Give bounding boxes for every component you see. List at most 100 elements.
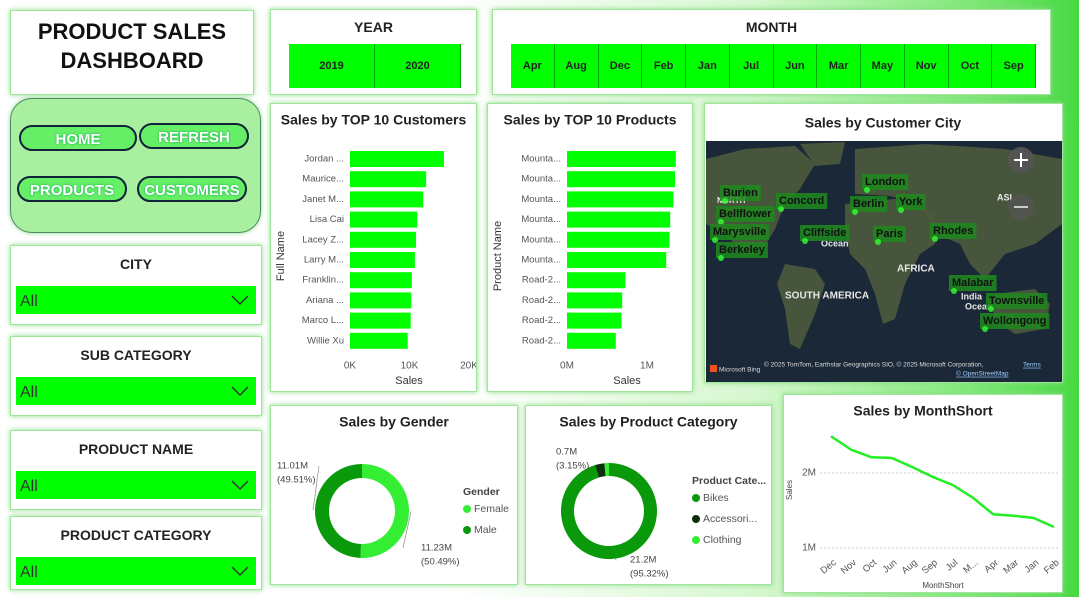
leader-line bbox=[614, 557, 617, 561]
city-label: Berlin bbox=[853, 198, 884, 210]
leader-line bbox=[312, 465, 320, 511]
region-label: Ocean bbox=[821, 238, 849, 248]
year-slicer: YEAR 2019 2020 bbox=[270, 9, 477, 95]
nav-button[interactable]: PRODUCTS bbox=[17, 176, 127, 202]
legend-title: Product Cate... bbox=[692, 475, 766, 487]
bar bbox=[350, 231, 417, 248]
percent-label: (49.51%) bbox=[277, 475, 316, 486]
donut-slice bbox=[604, 463, 609, 477]
dropdown-value: All bbox=[20, 478, 38, 495]
bar bbox=[567, 332, 616, 349]
filter-title: PRODUCT CATEGORY bbox=[60, 527, 212, 543]
city-label: York bbox=[899, 196, 924, 208]
chart-title: Sales by TOP 10 Products bbox=[503, 112, 676, 128]
credit-osm: © OpenStreetMap bbox=[956, 370, 1009, 378]
y-tick-label: Road-2... bbox=[522, 315, 561, 326]
nav-button[interactable]: REFRESH bbox=[139, 123, 249, 149]
filter-panel: PRODUCT NAME All bbox=[10, 430, 262, 510]
bar bbox=[350, 211, 418, 228]
y-tick-label: Lisa Cai bbox=[310, 214, 344, 225]
dropdown[interactable]: All bbox=[16, 377, 256, 405]
percent-label: (50.49%) bbox=[421, 557, 460, 568]
chart: Sales by Gender 11.23M (50.49%) 11.01M (49.5… bbox=[277, 414, 509, 568]
month-option[interactable]: Nov bbox=[904, 44, 949, 88]
bar bbox=[350, 151, 445, 167]
x-tick-label: Nov bbox=[839, 557, 859, 576]
month-option[interactable]: Oct bbox=[948, 44, 993, 88]
chart-panel: Sales by TOP 10 Products 0M 1M Mounta... Mou… bbox=[487, 103, 693, 392]
zoom-in-icon bbox=[1014, 153, 1028, 167]
month-option[interactable]: Apr bbox=[511, 44, 555, 88]
y-tick-label: Mounta... bbox=[521, 255, 561, 266]
city-label-bg bbox=[720, 185, 761, 201]
month-option[interactable]: May bbox=[861, 44, 905, 88]
month-option[interactable]: Dec bbox=[598, 44, 643, 88]
month-option[interactable]: Mar bbox=[817, 44, 861, 88]
y-tick-label: Franklin... bbox=[302, 275, 344, 286]
x-tick-label: Jan bbox=[1022, 557, 1041, 575]
y-tick-label: Jordan ... bbox=[304, 154, 344, 165]
y-tick-label: 1M bbox=[802, 543, 816, 554]
x-tick-label: Dec bbox=[819, 557, 839, 576]
chevron-path bbox=[231, 295, 249, 306]
city-label: Malabar bbox=[952, 277, 994, 289]
region-label: India bbox=[961, 291, 983, 301]
city-label-bg bbox=[800, 225, 850, 241]
bar bbox=[567, 272, 626, 289]
value-label: 11.23M bbox=[421, 543, 452, 554]
city-label: Paris bbox=[876, 228, 903, 240]
year-option[interactable]: 2019 bbox=[289, 44, 375, 88]
city-marker bbox=[932, 236, 938, 242]
month-option[interactable]: Jan bbox=[686, 44, 730, 88]
month-option[interactable]: Aug bbox=[554, 44, 599, 88]
value-label: 0.7M bbox=[556, 447, 577, 458]
dropdown[interactable]: All bbox=[16, 557, 256, 585]
x-tick-label: Oct bbox=[861, 557, 880, 575]
year-option[interactable]: 2020 bbox=[375, 44, 461, 88]
filter-panel: CITY All bbox=[10, 245, 262, 325]
chart-title: Sales by TOP 10 Customers bbox=[281, 112, 467, 128]
city-label: Wollongong bbox=[983, 315, 1046, 327]
bar bbox=[567, 252, 667, 268]
bar bbox=[567, 312, 622, 329]
x-tick-label: 0K bbox=[344, 361, 357, 372]
nav-button[interactable]: HOME bbox=[19, 125, 137, 151]
city-marker bbox=[722, 198, 728, 204]
bar bbox=[567, 171, 675, 188]
month-slicer: MONTH Apr Aug Dec Feb Jan Jul Jun Mar May Nov Oct S… bbox=[492, 9, 1051, 95]
credit-text: © 2025 TomTom, Earthstar Geographics SIO… bbox=[764, 361, 984, 369]
dropdown-value: All bbox=[20, 293, 38, 310]
filter-title: PRODUCT NAME bbox=[78, 441, 194, 457]
slicer-title: MONTH bbox=[745, 19, 798, 35]
month-option[interactable]: Jun bbox=[773, 44, 818, 88]
y-tick-label: Mounta... bbox=[521, 214, 561, 225]
y-tick-label: Marco L... bbox=[302, 315, 344, 326]
donut-slice bbox=[595, 463, 606, 478]
month-option[interactable]: Sep bbox=[992, 44, 1036, 88]
nav-button[interactable]: CUSTOMERS bbox=[137, 176, 247, 202]
value-label: 21.2M bbox=[630, 555, 656, 566]
chevron bbox=[231, 566, 249, 577]
city-label: London bbox=[865, 176, 906, 188]
x-tick-label: Sep bbox=[920, 557, 940, 576]
chart-panel: Sales by TOP 10 Customers 0K 10K 20K Jordan … bbox=[270, 103, 478, 392]
filter-panel: SUB CATEGORY All bbox=[10, 336, 262, 416]
legend-swatch bbox=[692, 515, 700, 523]
city-label-bg bbox=[949, 275, 997, 291]
city-marker bbox=[802, 238, 808, 244]
legend-swatch bbox=[692, 536, 700, 544]
x-tick-label: 1M bbox=[640, 361, 654, 372]
month-option[interactable]: Feb bbox=[642, 44, 686, 88]
dropdown[interactable]: All bbox=[16, 471, 256, 499]
dropdown[interactable]: All bbox=[16, 286, 256, 314]
city-label-bg bbox=[776, 193, 828, 209]
title-panel: PRODUCT SALES DASHBOARD bbox=[10, 10, 254, 95]
city-marker bbox=[718, 219, 724, 225]
dropdown-value: All bbox=[20, 384, 38, 401]
city-label: Marysville bbox=[713, 226, 766, 238]
city-label: Bellflower bbox=[719, 208, 772, 220]
month-option[interactable]: Jul bbox=[729, 44, 774, 88]
city-marker bbox=[718, 255, 724, 261]
city-marker bbox=[982, 326, 988, 332]
